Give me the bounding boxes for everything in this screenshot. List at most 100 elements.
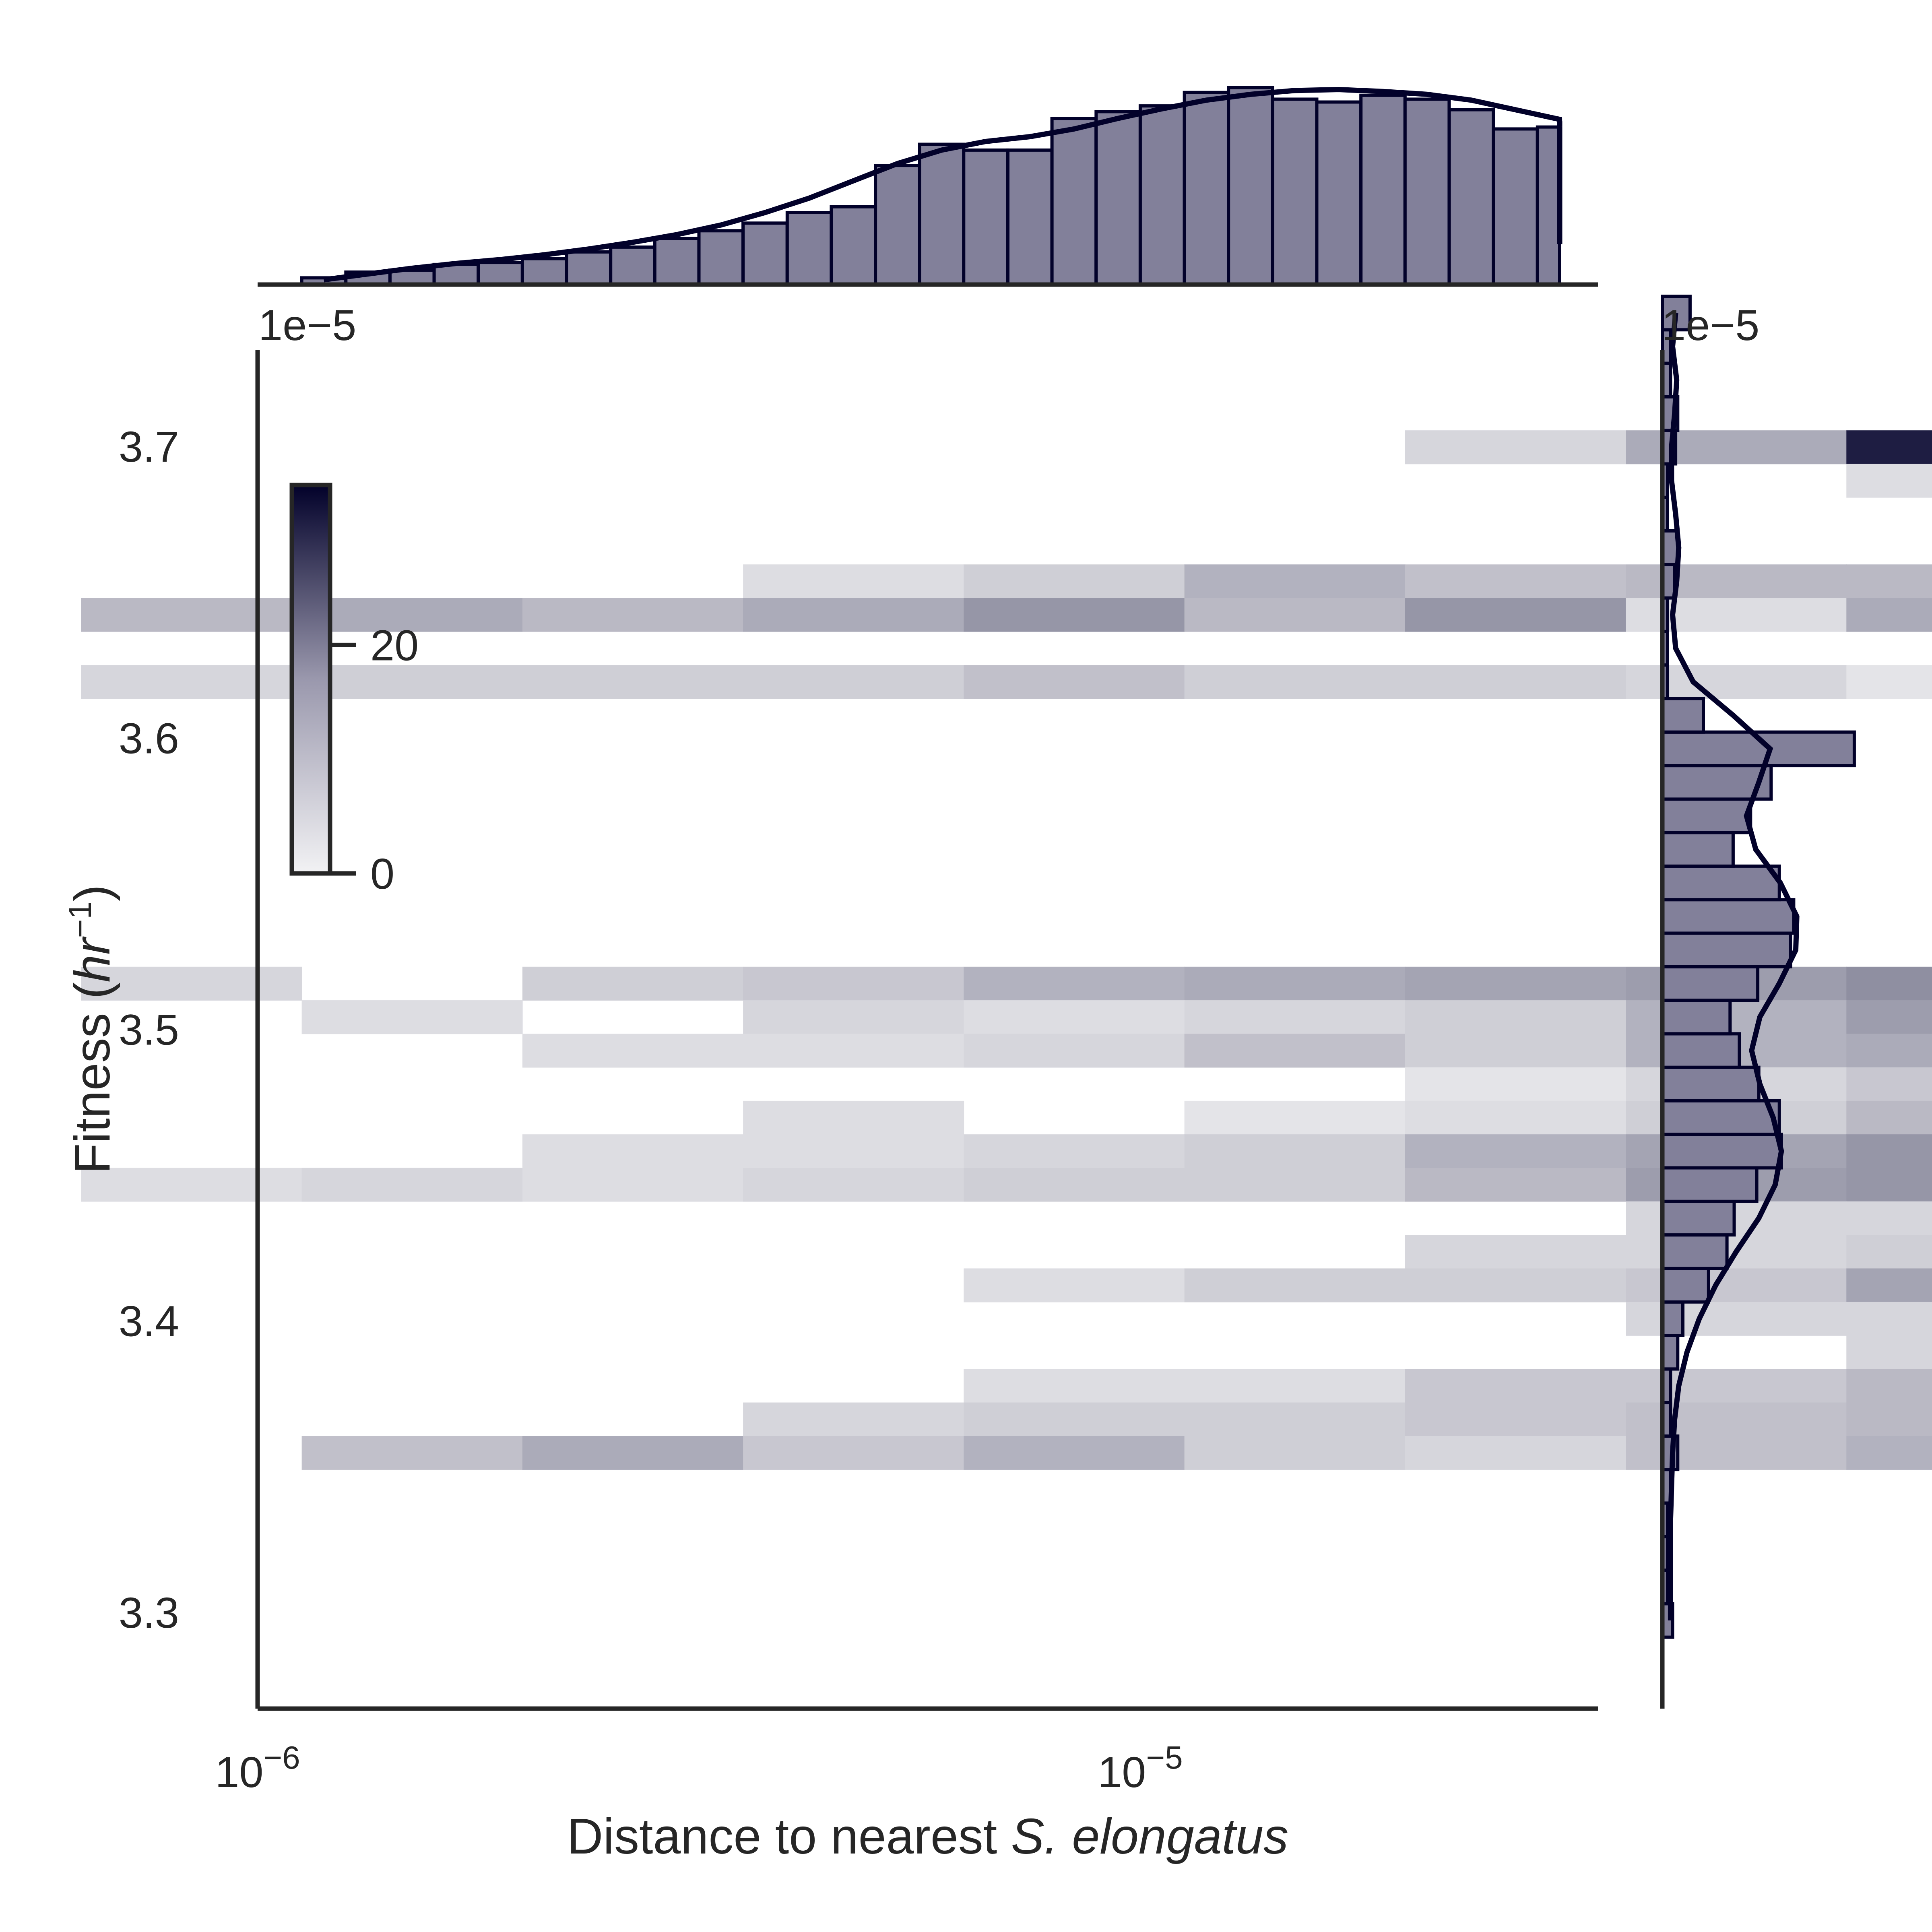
heatmap-cell	[743, 1402, 964, 1437]
heatmap-cell	[301, 1000, 523, 1034]
right-histogram-bar	[1661, 1065, 1761, 1102]
right-histogram-bar	[1661, 1099, 1781, 1136]
top-histogram-bar	[1006, 148, 1054, 286]
right-histogram-bar	[1661, 931, 1792, 968]
heatmap-cell	[1846, 564, 1932, 599]
heatmap-cell	[964, 564, 1185, 599]
y-tick-labels: 3.3 3.4 3.5 3.6 3.7	[119, 422, 179, 1637]
heatmap-cell	[964, 1436, 1185, 1470]
heatmap-cell	[964, 665, 1185, 699]
heatmap-cell	[964, 1134, 1185, 1168]
heatmap-cell	[1405, 430, 1626, 464]
heatmap-cell	[1626, 564, 1847, 599]
right-histogram-bar	[1661, 1199, 1736, 1237]
heatmap-cell	[1626, 665, 1847, 699]
heatmap-cell	[743, 1134, 964, 1168]
heatmap-cell	[1846, 1100, 1932, 1135]
heatmap-cell	[81, 598, 302, 632]
y-axis-title: Fitness (hr−1)	[62, 885, 120, 1174]
heatmap-cell	[964, 1000, 1185, 1034]
right-histogram-bar	[1661, 1166, 1759, 1203]
heatmap-cell	[1405, 1134, 1626, 1168]
y-tick-label: 3.6	[119, 714, 179, 762]
right-histogram-bar	[1661, 797, 1752, 834]
heatmap-cell	[964, 1168, 1185, 1202]
heatmap-cell	[1846, 1067, 1932, 1101]
heatmap-cell	[81, 966, 302, 1001]
heatmap-cell	[964, 966, 1185, 1001]
right-histogram-bar	[1661, 831, 1735, 868]
top-histogram-bar	[520, 257, 568, 286]
x-axis-title: Distance to nearest S. elongatus	[567, 1809, 1288, 1864]
heatmap-cell	[1405, 665, 1626, 699]
heatmap-cell	[964, 1369, 1185, 1403]
heatmap-cell	[1184, 1100, 1406, 1135]
heatmap-cell	[1184, 1436, 1406, 1470]
right-histogram-bar	[1661, 1267, 1710, 1304]
heatmap-cell	[1405, 1369, 1626, 1403]
top-histogram-bar	[962, 148, 1009, 286]
heatmap-cell	[301, 1168, 523, 1202]
x-tick-label: 10−5	[1098, 1740, 1183, 1796]
top-histogram-bar	[1183, 91, 1230, 286]
top-kde-curve	[323, 87, 1563, 283]
heatmap-cell	[1184, 1034, 1406, 1068]
heatmap-cell	[1184, 1134, 1406, 1168]
heatmap-cell	[1626, 1268, 1847, 1302]
heatmap-cell	[1405, 1235, 1626, 1269]
heatmap-cell	[1626, 430, 1847, 464]
heatmap-cell	[743, 1436, 964, 1470]
top-histogram-bar	[653, 237, 701, 287]
top-histogram-bar	[477, 261, 524, 286]
heatmap-cell	[1846, 1034, 1932, 1068]
top-histogram-bar	[1094, 110, 1142, 286]
heatmap-cell	[1405, 564, 1626, 599]
right-histogram-bars	[1661, 295, 1856, 1639]
right-kde-curve	[1668, 313, 1800, 1620]
right-histogram-bar	[1661, 898, 1796, 935]
right-histogram-bar	[1661, 1233, 1729, 1270]
top-histogram-bar	[874, 164, 921, 286]
colorbar-ticks: 0 20	[330, 621, 419, 898]
heatmap-cell	[1626, 598, 1847, 632]
heatmap-cell	[1846, 1268, 1932, 1302]
top-histogram-bar	[1492, 127, 1539, 286]
heatmap-cell	[522, 1168, 743, 1202]
y-tick-label: 3.7	[119, 422, 179, 471]
heatmap-cell	[743, 665, 964, 699]
right-histogram-bar	[1661, 1334, 1680, 1371]
top-histogram-bar	[1447, 108, 1495, 286]
heatmap-cell	[522, 665, 743, 699]
heatmap-cell	[1846, 665, 1932, 699]
heatmap-cell	[1846, 430, 1932, 464]
top-histogram-bar	[1227, 86, 1274, 286]
heatmap-cell	[964, 1402, 1185, 1437]
top-marginal-histogram: 1e−5	[258, 86, 1598, 349]
colorbar: 0 20	[289, 483, 419, 898]
heatmap-cell	[964, 1034, 1185, 1068]
heatmap-cell	[301, 665, 523, 699]
right-histogram-bar	[1661, 1133, 1783, 1170]
heatmap-cell	[1184, 966, 1406, 1001]
heatmap-cell	[1405, 1436, 1626, 1470]
top-histogram-bar	[741, 221, 789, 286]
top-histogram-bar	[697, 229, 745, 286]
heatmap-cell	[1626, 1000, 1847, 1034]
heatmap-cell	[1405, 1268, 1626, 1302]
right-histogram-bar	[1661, 999, 1732, 1036]
top-histogram-bar	[1271, 97, 1319, 286]
heatmap-cell	[1846, 1302, 1932, 1336]
heatmap-cell	[1405, 1067, 1626, 1101]
top-histogram-bar	[1315, 100, 1363, 286]
heatmap-cell	[1846, 1335, 1932, 1370]
top-histogram-bar	[1536, 125, 1562, 286]
heatmap-cell	[743, 564, 964, 599]
heatmap-cell	[81, 1168, 302, 1202]
x-tick-label: 10−6	[215, 1740, 300, 1796]
heatmap-cell	[1846, 598, 1932, 632]
top-histogram-bar	[565, 250, 613, 287]
right-histogram-bar	[1661, 864, 1781, 902]
heatmap-cell	[743, 1034, 964, 1068]
colorbar-tick-label: 20	[370, 621, 419, 669]
